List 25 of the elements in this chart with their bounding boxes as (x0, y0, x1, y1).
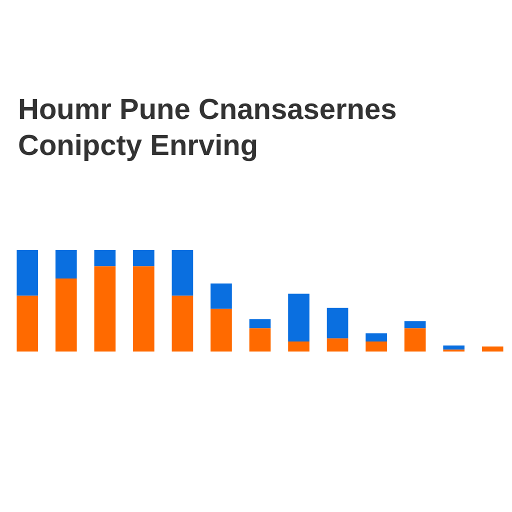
bar (94, 266, 116, 352)
bar (133, 266, 154, 352)
bar (172, 296, 194, 352)
bar (326, 308, 348, 338)
bar (249, 319, 271, 328)
bar (404, 321, 426, 328)
bar (366, 341, 387, 352)
bar (249, 328, 271, 352)
bar (55, 250, 77, 278)
bar (482, 346, 504, 352)
bar (288, 294, 310, 342)
bar (326, 338, 348, 352)
bar (404, 328, 426, 352)
bar (366, 333, 387, 342)
bar (172, 250, 194, 296)
bar (210, 308, 232, 352)
bar (288, 341, 310, 352)
bar (16, 250, 38, 296)
bar (94, 250, 116, 266)
bar (443, 346, 465, 350)
bar (133, 250, 154, 266)
chart-title: Houmr Pune Cnansasernes Conipcty Enrving (18, 93, 398, 164)
bar (55, 278, 77, 352)
bar (210, 284, 232, 309)
bar (16, 296, 38, 352)
